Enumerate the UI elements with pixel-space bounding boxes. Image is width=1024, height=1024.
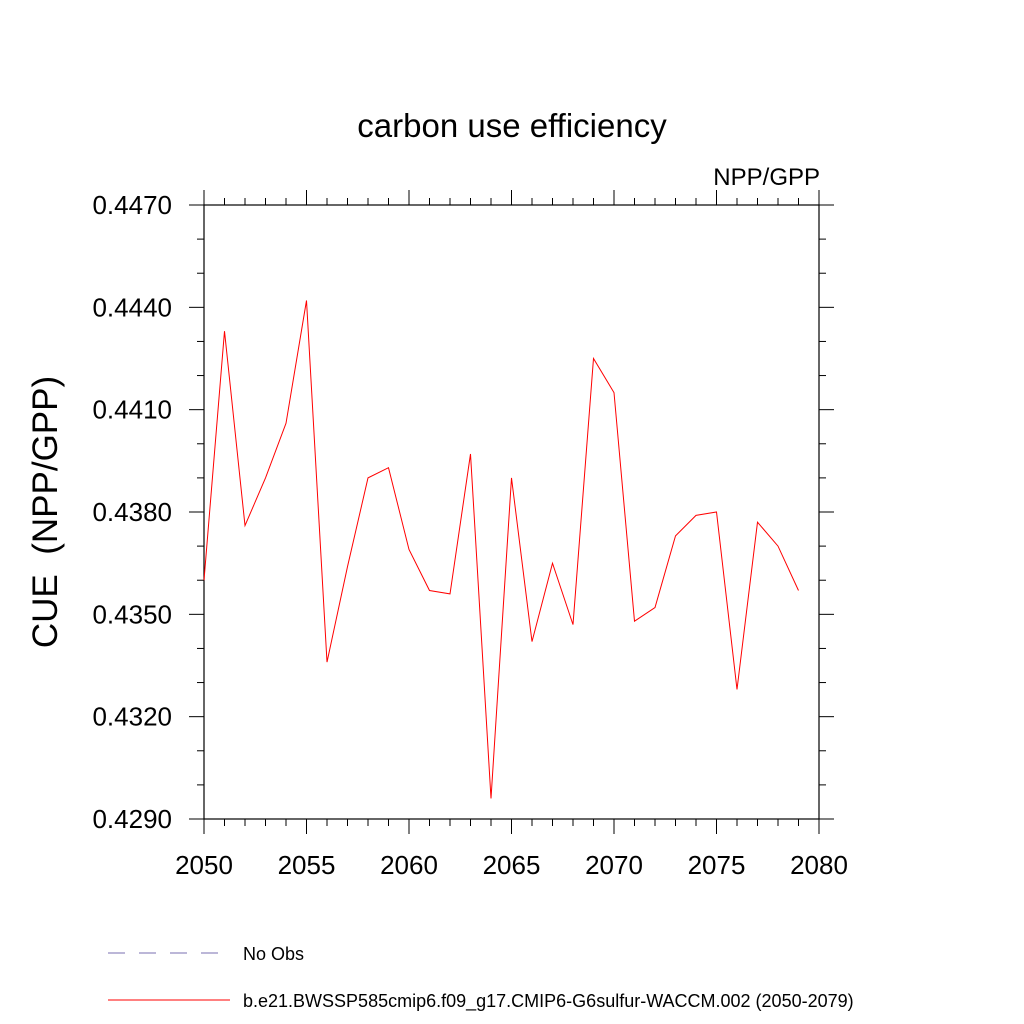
axis-tick-labels: 2050 2055 2060 2065 2070 2075 2080 0.4290 0.4320…: [92, 190, 847, 880]
legend-label-0: No Obs: [243, 944, 304, 964]
y-tick-label: 0.4290: [92, 804, 172, 834]
y-tick-label: 0.4350: [92, 599, 172, 629]
axis-ticks: [189, 190, 834, 834]
y-tick-label: 0.4440: [92, 292, 172, 322]
y-axis-label: CUE (NPP/GPP): [26, 376, 65, 648]
y-tick-label: 0.4380: [92, 497, 172, 527]
plot-border: [203, 204, 820, 820]
x-tick-label: 2080: [790, 850, 848, 880]
x-tick-label: 2050: [175, 850, 233, 880]
legend: No Obs b.e21.BWSSP585cmip6.f09_g17.CMIP6-…: [108, 944, 854, 1012]
x-tick-label: 2075: [688, 850, 746, 880]
chart-title: carbon use efficiency: [357, 107, 667, 144]
plot-frame: [203, 204, 820, 820]
legend-label-1: b.e21.BWSSP585cmip6.f09_g17.CMIP6-G6sulf…: [243, 991, 854, 1012]
y-tick-label: 0.4320: [92, 702, 172, 732]
series-layer: [203, 300, 799, 799]
x-tick-label: 2065: [483, 850, 541, 880]
series-line-0: [203, 300, 799, 799]
y-tick-label: 0.4470: [92, 190, 172, 220]
chart-subtitle: NPP/GPP: [713, 164, 820, 191]
x-tick-label: 2060: [380, 850, 438, 880]
x-tick-label: 2070: [585, 850, 643, 880]
x-tick-label: 2055: [278, 850, 336, 880]
y-tick-label: 0.4410: [92, 395, 172, 425]
